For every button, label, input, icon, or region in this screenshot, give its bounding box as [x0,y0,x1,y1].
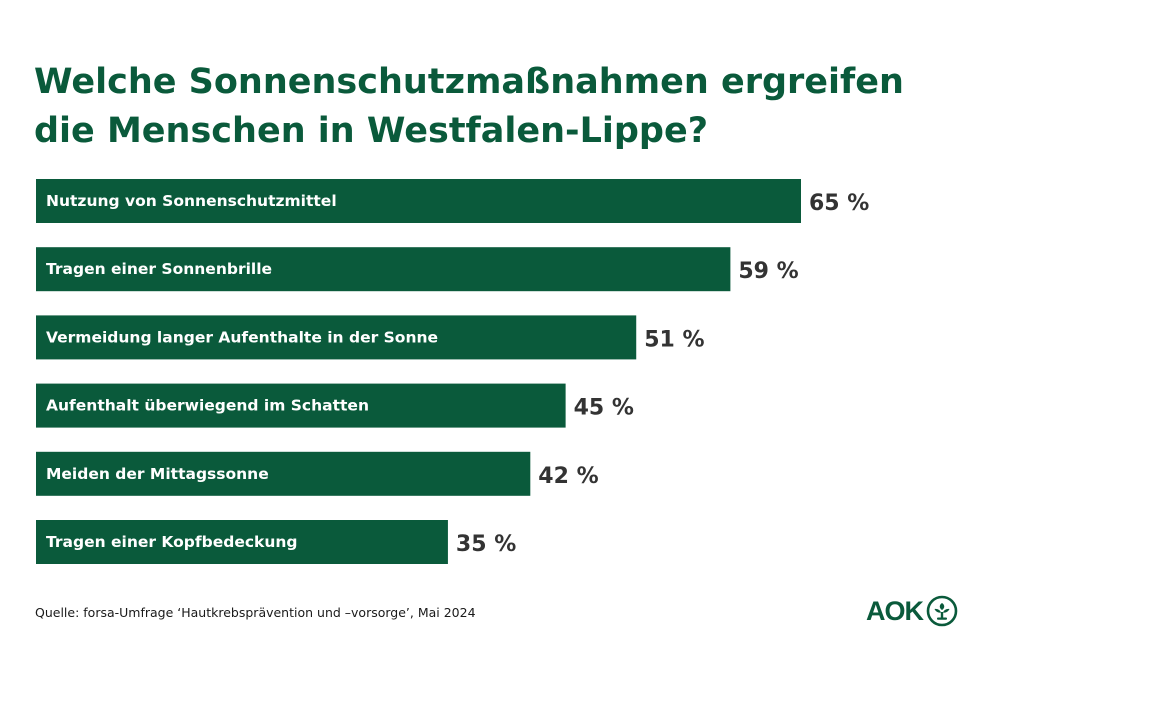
chart-title: Welche Sonnenschutzmaßnahmen ergreifen d… [34,58,1034,156]
bar-label-4: Aufenthalt überwiegend im Schatten [46,397,369,415]
bar-label-3: Vermeidung langer Aufenthalte in der Son… [46,328,438,346]
aok-logo-text: AOK [866,596,924,626]
aok-logo: AOK [866,594,958,628]
bar-2 [36,247,731,292]
aok-tree-icon [926,595,958,627]
bar-3 [36,315,637,360]
bar-5 [36,451,531,496]
value-label-2: 59 % [738,259,798,284]
value-label-3: 51 % [644,327,704,352]
value-label-1: 65 % [809,191,869,216]
bar-chart: Nutzung von Sonnenschutzmittel 65 % Tragen… [36,179,869,564]
chart-title-line-2: die Menschen in Westfalen-Lippe? [34,111,709,151]
bar-4 [36,383,566,428]
bar-1 [36,179,801,223]
bar-label-5: Meiden der Mittagssonne [46,465,269,483]
bar-6 [36,520,448,564]
source-note: Quelle: forsa-Umfrage ‘Hautkrebspräventi… [35,605,476,620]
value-label-6: 35 % [456,532,516,557]
bar-label-6: Tragen einer Kopfbedeckung [46,533,298,551]
value-label-5: 42 % [538,464,598,489]
bar-label-1: Nutzung von Sonnenschutzmittel [46,192,337,210]
bar-label-2: Tragen einer Sonnenbrille [46,260,272,278]
value-label-4: 45 % [574,396,634,421]
chart-title-line-1: Welche Sonnenschutzmaßnahmen ergreifen [34,62,904,102]
